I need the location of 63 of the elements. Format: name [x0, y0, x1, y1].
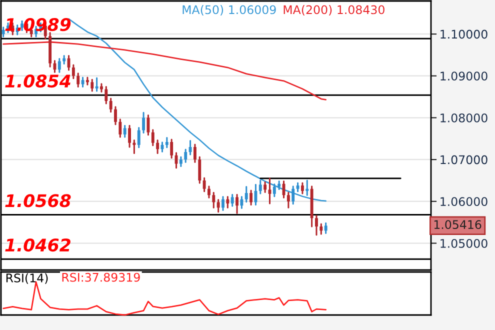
candlestick	[142, 112, 146, 134]
candlestick	[236, 194, 238, 214]
candlestick	[137, 126, 140, 148]
ref-line-label: 1.0568	[5, 194, 71, 208]
line-series	[2, 41, 327, 100]
candlestick	[254, 184, 258, 206]
text: 1.05416	[434, 220, 482, 230]
candlestick	[81, 76, 84, 88]
candlestick	[286, 192, 290, 208]
text: MA(50) 1.06009	[182, 5, 276, 16]
ref-line-label: 1.0854	[5, 74, 70, 88]
candlestick	[216, 198, 220, 213]
candlestick	[90, 78, 94, 92]
candlestick	[193, 144, 196, 163]
y-tick-label: 1.08000	[440, 113, 488, 122]
candlestick	[306, 180, 309, 196]
candlestick	[151, 129, 154, 146]
candlestick	[315, 214, 318, 236]
candlestick	[212, 192, 216, 208]
candlestick	[132, 140, 136, 154]
y-tick-label: 1.09000	[440, 72, 488, 81]
candlestick	[184, 148, 188, 163]
text: MA(200) 1.08430	[284, 5, 384, 16]
candlestick	[240, 196, 244, 209]
candlestick	[109, 98, 112, 113]
candlestick	[230, 194, 234, 207]
candlestick	[170, 138, 174, 159]
candlestick	[272, 183, 276, 198]
candlestick	[156, 140, 160, 154]
candlestick	[258, 180, 262, 194]
y-tick-label: 1.05000	[440, 238, 488, 248]
y-tick-label: 1.10000	[440, 30, 488, 39]
candlestick	[114, 106, 117, 126]
y-tick-label: 1.07000	[440, 155, 488, 164]
candlestick	[300, 182, 304, 194]
candlestick	[202, 177, 206, 192]
candlestick	[123, 124, 126, 138]
chart-title: RSI(14)	[6, 273, 48, 284]
candlestick	[76, 72, 80, 88]
candlestick	[324, 222, 328, 234]
candlestick	[72, 64, 75, 80]
candlestick	[208, 186, 210, 198]
series-label: RSI:37.89319	[62, 272, 140, 282]
candlestick	[165, 137, 168, 148]
ref-line-label: 1.0462	[5, 238, 70, 252]
candlestick	[146, 114, 150, 136]
candlestick	[188, 140, 192, 156]
candlestick	[2, 26, 5, 38]
candlestick	[250, 190, 253, 206]
candlestick	[118, 118, 122, 138]
candlestick	[128, 124, 131, 148]
candlestick	[268, 178, 272, 204]
candlestick	[226, 196, 230, 208]
y-tick-label: 1.06000	[440, 197, 488, 206]
candlestick	[222, 196, 224, 211]
candlestick	[198, 156, 202, 184]
candlestick	[104, 86, 108, 104]
candlestick	[244, 186, 248, 203]
candlestick	[320, 223, 323, 235]
candlestick	[58, 58, 61, 73]
candlestick	[95, 77, 98, 92]
candlestick	[179, 156, 182, 168]
candlestick	[264, 181, 267, 193]
